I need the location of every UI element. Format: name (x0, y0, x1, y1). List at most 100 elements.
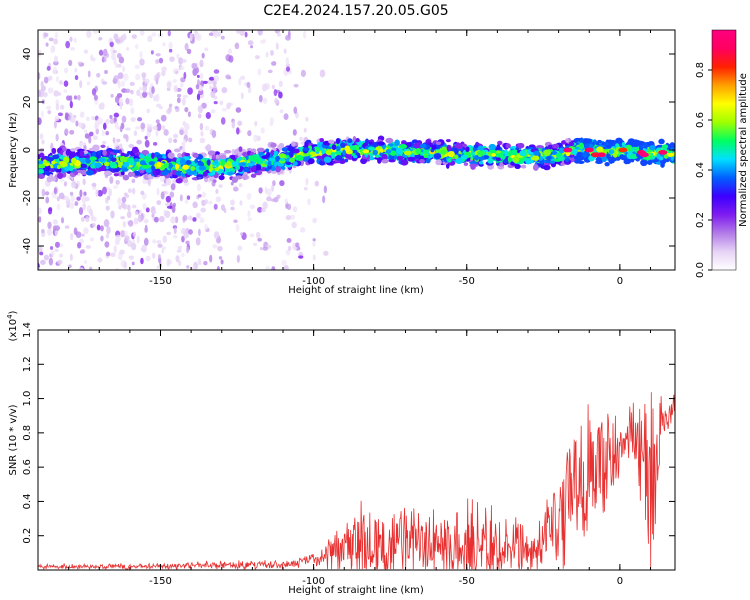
noise-cell (159, 174, 165, 182)
noise-cell (262, 201, 268, 210)
ridge-cell (46, 157, 55, 162)
noise-cell (156, 240, 162, 244)
noise-cell (236, 127, 240, 135)
noise-cell (58, 192, 65, 200)
noise-cell (158, 57, 164, 64)
x-tick-label: -150 (149, 576, 172, 587)
ridge-cell (234, 175, 243, 180)
y-tick-label: 0.6 (22, 459, 33, 475)
noise-cell (272, 180, 276, 187)
noise-cell (192, 217, 197, 222)
noise-cell (209, 85, 213, 90)
noise-cell (270, 49, 274, 56)
noise-cell (312, 241, 316, 247)
noise-cell (38, 267, 41, 270)
noise-cell (78, 207, 84, 216)
noise-cell (265, 52, 269, 58)
noise-cell (144, 135, 148, 140)
noise-cell (168, 103, 173, 108)
ridge-cell (666, 152, 674, 158)
noise-cell (113, 245, 117, 253)
noise-cell (126, 240, 133, 247)
noise-cell (114, 121, 119, 130)
noise-cell (217, 31, 222, 37)
ridge-cell (476, 150, 485, 156)
noise-cell (128, 255, 134, 260)
noise-cell (65, 40, 71, 49)
ridge-cell (661, 144, 669, 149)
noise-cell (167, 30, 171, 37)
ridge-cell (265, 148, 270, 153)
noise-cell (122, 203, 127, 210)
noise-cell (100, 225, 104, 232)
noise-cell (47, 227, 52, 236)
peak-cell (639, 152, 649, 158)
noise-cell (254, 120, 258, 127)
noise-cell (293, 83, 299, 88)
ridge-cell (264, 160, 269, 165)
ridge-cell (352, 154, 358, 159)
noise-cell (59, 253, 63, 258)
ridge-cell (646, 160, 653, 165)
ridge-cell (38, 153, 41, 160)
noise-cell (164, 202, 171, 207)
noise-cell (69, 129, 75, 135)
noise-cell (110, 252, 116, 258)
ridge-cell (344, 145, 351, 153)
ridge-cell (134, 171, 141, 176)
noise-cell (119, 125, 123, 133)
noise-cell (79, 112, 85, 118)
noise-cell (292, 129, 297, 136)
noise-cell (235, 107, 242, 113)
noise-cell (102, 81, 108, 85)
ridge-cell (411, 139, 419, 144)
ridge-cell (621, 141, 626, 148)
noise-cell (116, 52, 122, 59)
noise-cell (93, 94, 98, 101)
noise-cell (117, 72, 124, 80)
noise-cell (45, 42, 49, 47)
noise-cell (47, 110, 52, 115)
noise-cell (109, 117, 115, 125)
noise-cell (94, 120, 100, 127)
ridge-cell (460, 154, 469, 160)
noise-cell (109, 114, 113, 119)
noise-cell (131, 178, 136, 184)
noise-cell (168, 48, 173, 53)
ridge-cell (100, 144, 106, 148)
noise-cell (121, 196, 127, 203)
noise-cell (101, 129, 105, 136)
noise-cell (56, 196, 60, 202)
peak-cell (597, 152, 606, 158)
noise-cell (235, 223, 240, 232)
noise-cell (152, 210, 157, 215)
y-tick-label: 1.0 (22, 391, 33, 407)
noise-cell (144, 224, 148, 233)
noise-cell (198, 85, 203, 92)
noise-cell (191, 62, 198, 69)
noise-cell (184, 123, 190, 131)
noise-cell (161, 70, 166, 77)
ridge-cell (196, 174, 204, 178)
noise-cell (255, 231, 261, 239)
ridge-cell (242, 173, 248, 181)
noise-cell (302, 30, 307, 39)
ridge-cell (649, 144, 656, 151)
ridge-cell (579, 137, 584, 144)
noise-cell (233, 219, 238, 223)
noise-cell (79, 189, 83, 198)
noise-cell (119, 249, 125, 255)
ridge-cell (445, 138, 451, 143)
ridge-cell (620, 155, 626, 161)
peak-cell (563, 147, 573, 153)
ridge-cell (629, 154, 638, 160)
ridge-cell (176, 170, 182, 177)
noise-cell (87, 70, 91, 78)
noise-cell (181, 58, 187, 64)
ridge-cell (447, 157, 452, 163)
ridge-cell (604, 161, 610, 167)
noise-cell (137, 117, 143, 122)
noise-cell (53, 60, 59, 66)
noise-cell (113, 141, 119, 147)
y-tick-label: -20 (22, 190, 33, 206)
